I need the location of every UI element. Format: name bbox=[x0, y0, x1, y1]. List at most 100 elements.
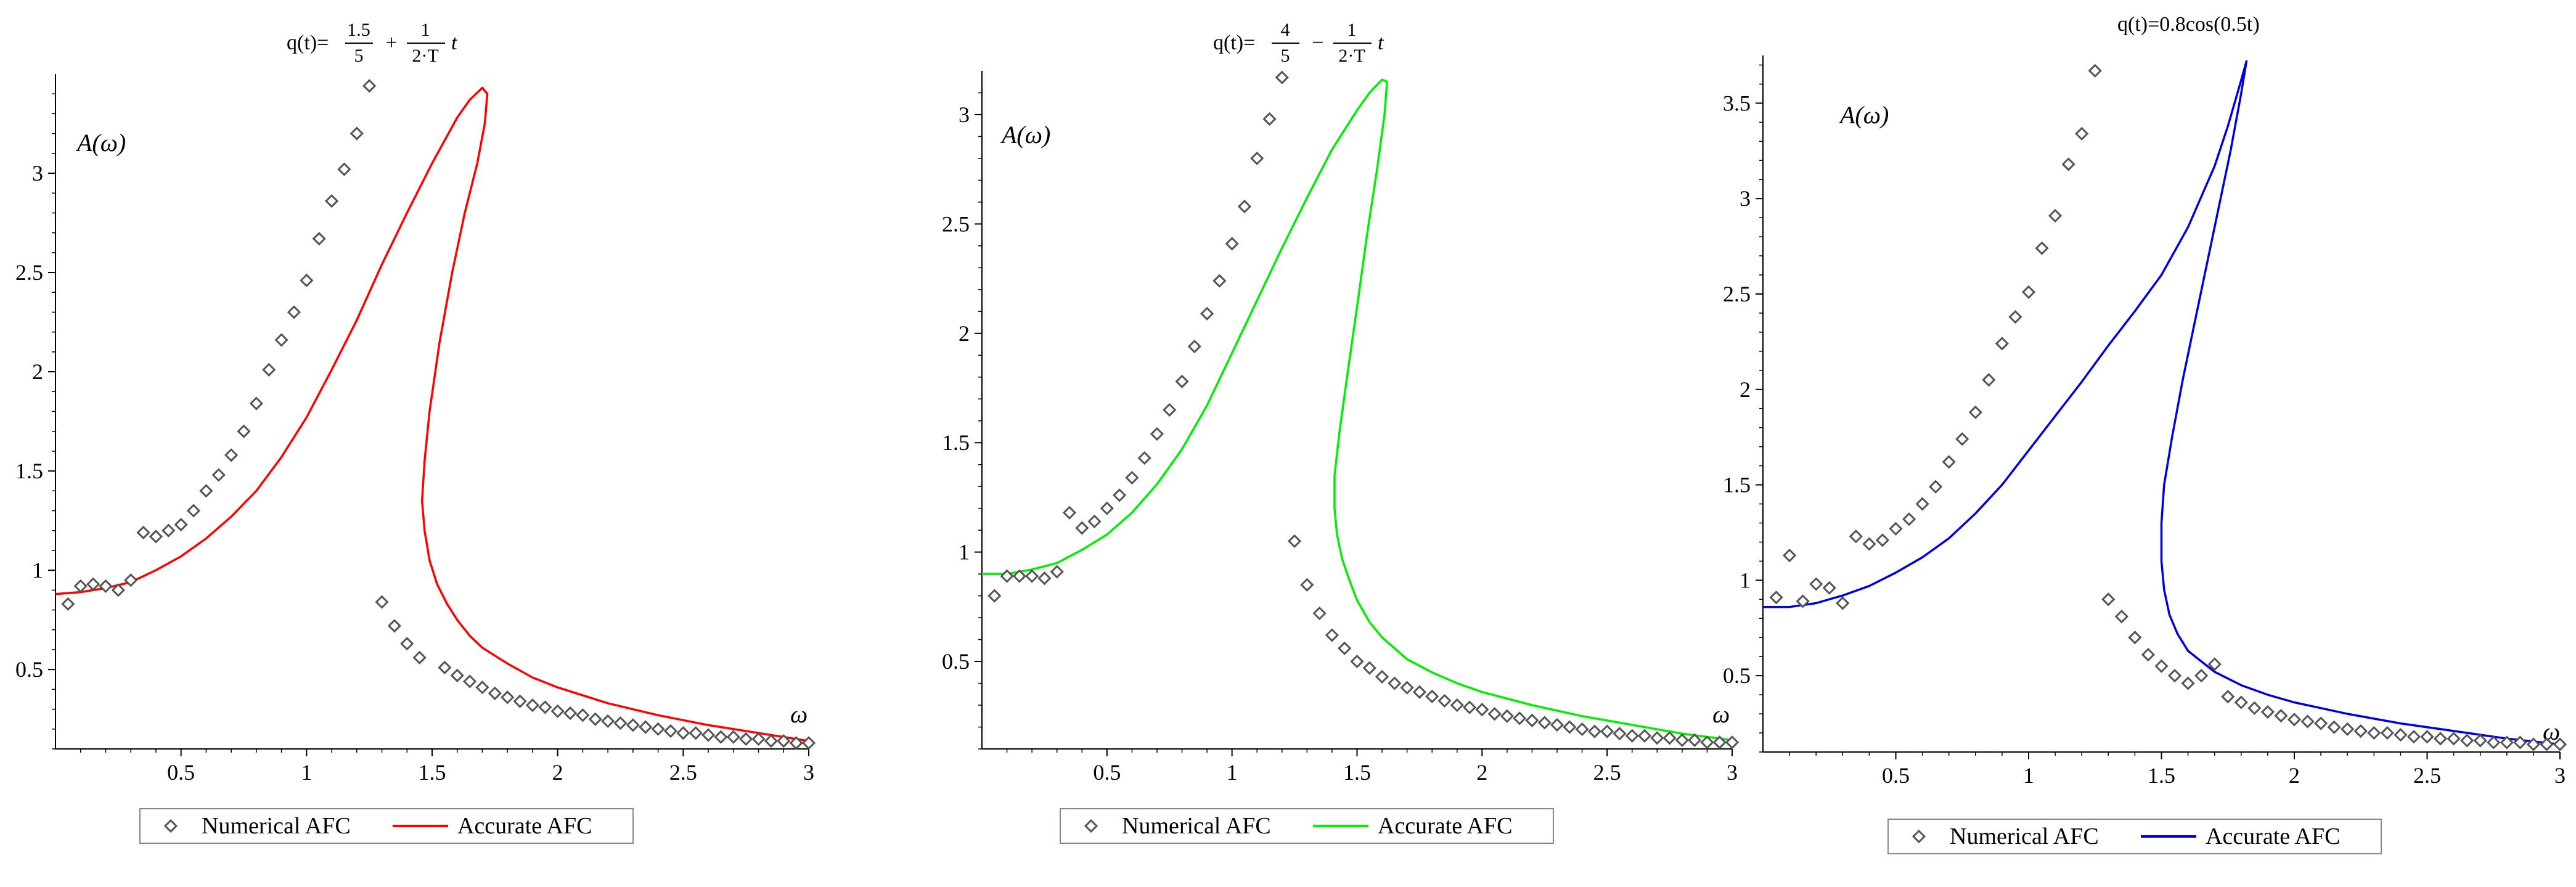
numerical-afc-point bbox=[1225, 237, 1239, 251]
numerical-afc-point bbox=[676, 726, 690, 740]
numerical-afc-point bbox=[162, 523, 176, 538]
numerical-afc-point bbox=[412, 650, 427, 664]
numerical-afc-point bbox=[1889, 521, 1903, 536]
numerical-afc-point bbox=[2313, 716, 2328, 730]
numerical-afc-point bbox=[663, 724, 678, 738]
numerical-afc-point bbox=[601, 714, 615, 729]
numerical-afc-point bbox=[1700, 735, 1714, 750]
numerical-afc-point bbox=[2021, 285, 2036, 300]
x-tick-label: 1.5 bbox=[2148, 763, 2175, 788]
numerical-afc-point bbox=[2207, 657, 2222, 671]
numerical-afc-point bbox=[73, 579, 88, 594]
numerical-afc-point bbox=[1625, 729, 1639, 743]
numerical-afc-point bbox=[651, 722, 665, 736]
numerical-afc-point bbox=[1075, 521, 1089, 535]
numerical-afc-point bbox=[2101, 592, 2116, 607]
numerical-afc-point bbox=[488, 686, 502, 700]
numerical-afc-point bbox=[2513, 735, 2527, 750]
numerical-afc-point bbox=[588, 712, 602, 726]
numerical-afc-point bbox=[1662, 731, 1677, 745]
numerical-afc-point bbox=[362, 79, 377, 93]
numerical-afc-point bbox=[1942, 455, 1956, 469]
numerical-afc-point bbox=[1537, 716, 1552, 730]
y-tick-label: 0.5 bbox=[1723, 663, 1751, 688]
title-variable: t bbox=[1378, 31, 1384, 54]
numerical-afc-point bbox=[1163, 403, 1177, 417]
numerical-afc-point bbox=[1600, 724, 1614, 738]
numerical-afc-point bbox=[186, 504, 201, 518]
x-tick-label: 1.5 bbox=[1343, 760, 1371, 785]
numerical-afc-point bbox=[751, 732, 766, 746]
x-axis-label: ω bbox=[790, 700, 808, 728]
numerical-afc-point bbox=[387, 619, 402, 633]
x-tick-label: 1 bbox=[1227, 760, 1238, 785]
numerical-afc-point bbox=[1982, 373, 1996, 387]
legend-numerical-label: Numerical AFC bbox=[1122, 813, 1271, 839]
numerical-afc-point bbox=[2154, 659, 2169, 673]
numerical-afc-point bbox=[86, 577, 100, 591]
y-tick-label: 1 bbox=[1740, 568, 1751, 592]
x-tick-label: 3 bbox=[1727, 760, 1738, 785]
x-tick-label: 0.5 bbox=[1093, 760, 1121, 785]
numerical-afc-point bbox=[2341, 722, 2355, 736]
numerical-afc-point bbox=[1902, 512, 1916, 526]
numerical-afc-point bbox=[99, 579, 113, 594]
y-tick-label: 0.5 bbox=[15, 657, 43, 682]
chart-cosine-q: 0.5 1 1.5 2 2.5 30.511.522.533.5 A(ω)ωq(t)=0.8… bbox=[1723, 13, 2567, 854]
numerical-afc-point bbox=[1915, 497, 1929, 511]
legend-accurate-label: Accurate AFC bbox=[457, 813, 592, 839]
title-frac2-numerator: 1 bbox=[421, 20, 430, 40]
numerical-afc-point bbox=[1500, 709, 1515, 723]
title-frac2-denominator: 2·T bbox=[1338, 46, 1365, 66]
numerical-afc-point bbox=[136, 525, 150, 540]
numerical-afc-point bbox=[1375, 669, 1389, 684]
numerical-afc-point bbox=[689, 726, 703, 740]
legend-numerical-marker bbox=[163, 819, 178, 833]
numerical-afc-point bbox=[1425, 689, 1439, 703]
numerical-afc-point bbox=[726, 730, 740, 744]
numerical-afc-point bbox=[550, 704, 565, 718]
title-frac1-numerator: 4 bbox=[1281, 20, 1290, 40]
numerical-afc-point bbox=[262, 362, 276, 377]
x-tick-label: 2 bbox=[552, 760, 563, 785]
numerical-afc-point bbox=[1037, 571, 1052, 586]
numerical-afc-point bbox=[2406, 730, 2421, 744]
title-frac2-denominator: 2·T bbox=[412, 46, 438, 66]
numerical-afc-point bbox=[1862, 537, 1876, 551]
legend-box bbox=[139, 808, 634, 844]
numerical-afc-point bbox=[1675, 733, 1689, 747]
numerical-afc-point bbox=[1563, 720, 1577, 734]
accurate-afc-line bbox=[55, 86, 809, 742]
numerical-afc-point bbox=[2460, 734, 2474, 748]
numerical-afc-point bbox=[324, 194, 339, 208]
numerical-afc-point bbox=[2380, 726, 2394, 740]
numerical-afc-point bbox=[1325, 628, 1339, 642]
y-tick-label: 1 bbox=[959, 540, 970, 565]
numerical-afc-point bbox=[2141, 647, 2156, 662]
numerical-afc-point bbox=[1200, 306, 1214, 321]
numerical-afc-point bbox=[1487, 707, 1502, 721]
numerical-afc-point bbox=[1100, 501, 1114, 515]
numerical-afc-point bbox=[174, 517, 188, 532]
y-tick-label: 0.5 bbox=[942, 649, 970, 674]
numerical-afc-point bbox=[1275, 70, 1289, 84]
numerical-afc-point bbox=[501, 690, 515, 705]
numerical-afc-point bbox=[2327, 720, 2341, 734]
numerical-afc-point bbox=[1125, 470, 1139, 485]
numerical-afc-point bbox=[2088, 63, 2102, 78]
title-operator: + bbox=[385, 31, 397, 54]
y-axis-label: A(ω) bbox=[1000, 121, 1050, 149]
numerical-afc-point bbox=[739, 732, 753, 746]
y-tick-label: 3.5 bbox=[1723, 91, 1751, 115]
legend-numerical-label: Numerical AFC bbox=[1950, 824, 2099, 849]
title-frac2-numerator: 1 bbox=[1347, 20, 1357, 40]
numerical-afc-point bbox=[1513, 711, 1527, 726]
y-tick-label: 2.5 bbox=[15, 260, 43, 285]
numerical-afc-point bbox=[224, 448, 239, 462]
numerical-afc-point bbox=[1137, 451, 1151, 465]
numerical-afc-point bbox=[2035, 241, 2049, 255]
accurate-afc-line bbox=[982, 78, 1733, 742]
numerical-afc-point bbox=[764, 734, 779, 748]
numerical-afc-point bbox=[987, 589, 1002, 603]
